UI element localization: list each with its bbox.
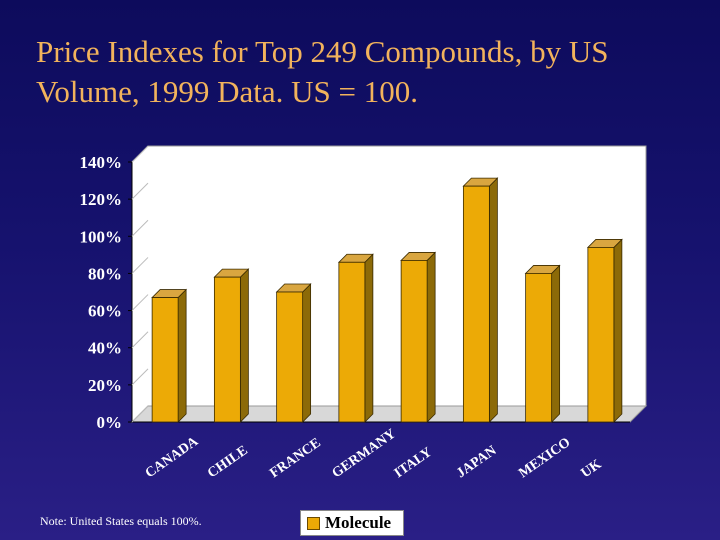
- bar-side: [426, 251, 436, 423]
- bar-side: [364, 253, 374, 423]
- chart-floor: [130, 405, 648, 423]
- data-label: 127%: [451, 157, 494, 176]
- bar: [276, 291, 304, 423]
- plot-area: [131, 145, 647, 424]
- bar: [338, 261, 366, 423]
- x-tick-label: ITALY: [392, 445, 435, 481]
- bar-side: [488, 177, 498, 423]
- y-tick-depth: [131, 331, 149, 349]
- y-tick-depth: [131, 257, 149, 274]
- data-label: 67%: [144, 269, 178, 288]
- y-tick-depth: [131, 182, 149, 200]
- bar-side: [177, 288, 187, 423]
- data-label: 86%: [331, 233, 365, 252]
- bar-side: [551, 264, 561, 423]
- bar: [525, 273, 553, 423]
- slide-title: Price Indexes for Top 249 Compounds, by …: [36, 34, 609, 109]
- x-tick-label: CHILE: [205, 443, 251, 481]
- chart-legend: Molecule: [300, 510, 404, 536]
- data-label: 70%: [269, 263, 303, 282]
- x-tick-label: CANADA: [143, 434, 202, 482]
- bar: [213, 276, 241, 423]
- y-tick-label: 140%: [80, 153, 123, 172]
- x-tick-label: JAPAN: [454, 443, 499, 481]
- data-label: 80%: [518, 244, 552, 263]
- bar: [151, 297, 179, 423]
- data-label: 94%: [580, 218, 614, 237]
- bar-side: [613, 238, 623, 423]
- y-tick-label: 0%: [97, 413, 123, 432]
- bar: [400, 260, 428, 423]
- legend-label: Molecule: [325, 513, 392, 532]
- bar-side: [239, 268, 249, 423]
- y-tick-depth: [131, 405, 149, 423]
- bar: [587, 247, 615, 423]
- x-tick-label: UK: [579, 457, 605, 481]
- y-tick-depth: [131, 294, 149, 311]
- y-tick-depth: [131, 145, 149, 163]
- legend-swatch: [307, 516, 320, 530]
- y-tick-depth: [131, 368, 149, 386]
- x-tick-label: GERMANY: [330, 427, 399, 482]
- y-tick-label: 60%: [88, 302, 122, 321]
- y-tick-label: 100%: [80, 227, 123, 246]
- y-tick-depth: [131, 219, 149, 237]
- bar: [462, 185, 490, 423]
- x-tick-label: MEXICO: [516, 435, 573, 481]
- bar-side: [302, 283, 312, 423]
- data-label: 78%: [206, 248, 240, 267]
- footnote: Note: United States equals 100%.: [40, 514, 202, 528]
- x-tick-label: FRANCE: [267, 436, 323, 482]
- y-tick-label: 120%: [80, 190, 123, 209]
- y-tick-label: 80%: [88, 264, 122, 283]
- y-tick-label: 40%: [88, 339, 122, 358]
- data-label: 87%: [393, 231, 427, 250]
- y-tick-label: 20%: [88, 376, 122, 395]
